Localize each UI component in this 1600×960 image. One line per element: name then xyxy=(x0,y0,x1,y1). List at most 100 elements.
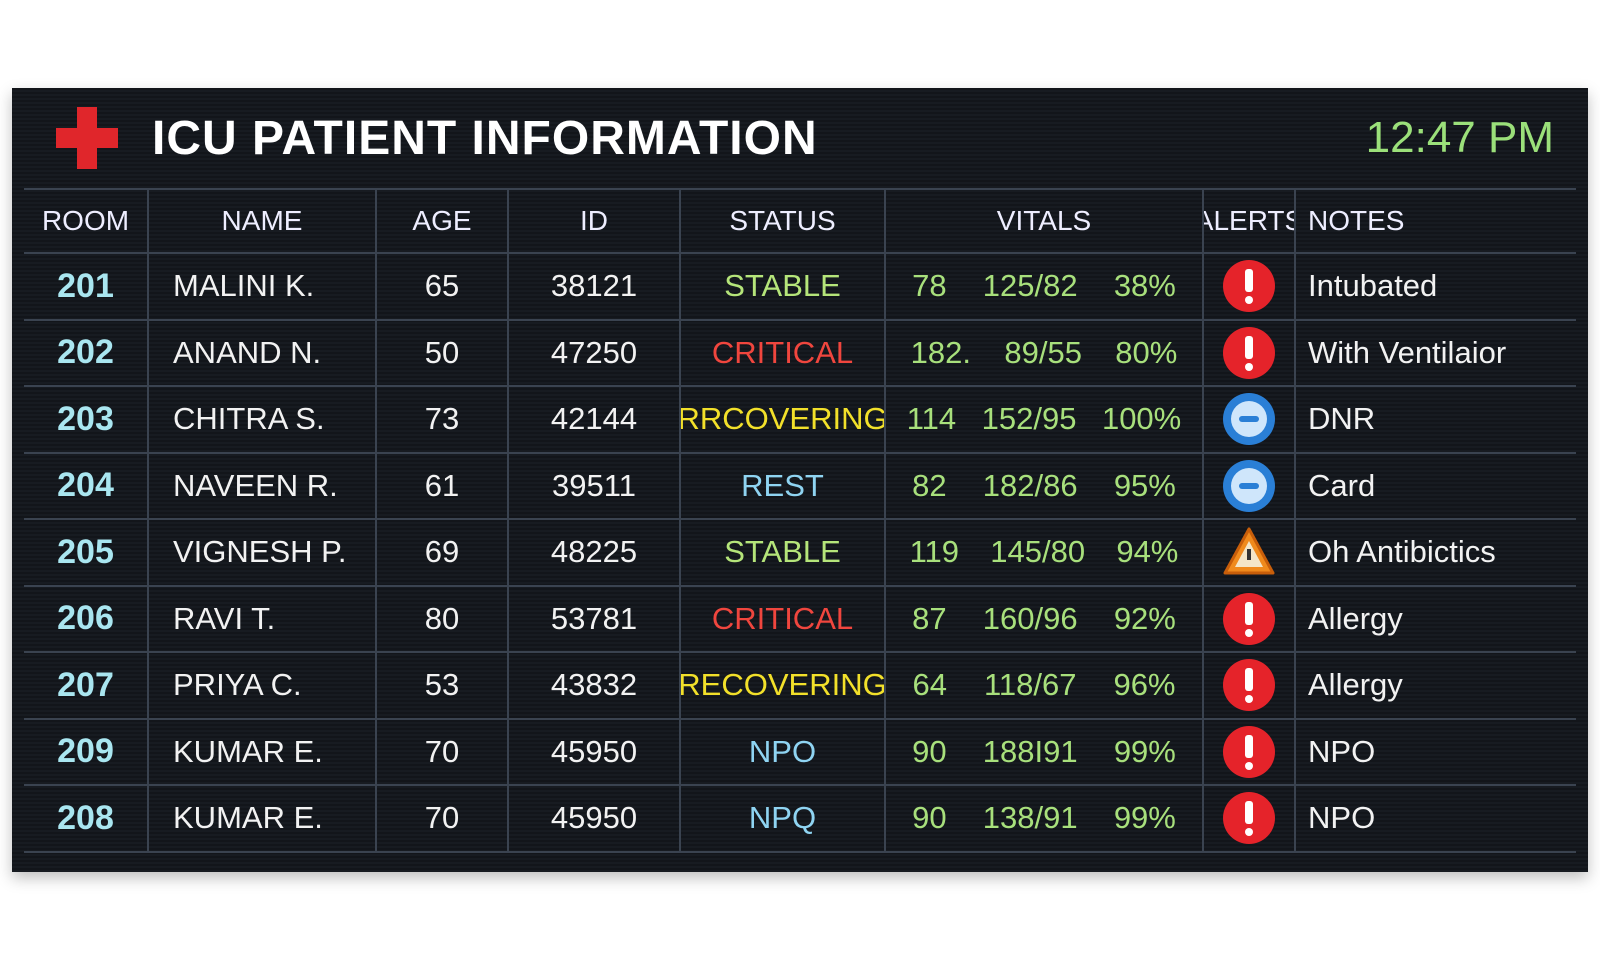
patient-id: 43832 xyxy=(509,653,681,718)
room: 203 xyxy=(24,387,149,452)
alert-icon xyxy=(1223,659,1275,712)
status: RRCOVERING xyxy=(681,387,886,452)
alert xyxy=(1204,719,1296,784)
header: ICU PATIENT INFORMATION 12:47 PM xyxy=(24,88,1576,190)
column-header: ALERTS xyxy=(1204,190,1296,252)
room: 202 xyxy=(24,320,149,385)
notes: With Ventilaior xyxy=(1308,334,1507,370)
vitals: 78 125/82 38% xyxy=(886,254,1204,319)
column-header: VITALS xyxy=(886,190,1204,252)
age: 69 xyxy=(377,520,509,585)
notes: Intubated xyxy=(1308,268,1438,304)
vitals: 90 188I91 99% xyxy=(886,719,1204,784)
alert xyxy=(1204,387,1296,452)
vital: 182. xyxy=(910,334,972,370)
vital: 90 xyxy=(912,800,947,836)
vital: 89/55 xyxy=(1004,334,1082,370)
patient-name: KUMAR E. xyxy=(149,719,377,784)
alert xyxy=(1204,320,1296,385)
vital: 152/95 xyxy=(981,401,1077,437)
clock: 12:47 PM xyxy=(1365,113,1554,162)
vitals: 87 160/96 92% xyxy=(886,586,1204,651)
vital: 96% xyxy=(1113,667,1176,703)
patient-id: 45950 xyxy=(509,786,681,851)
alert-icon xyxy=(1223,725,1275,778)
vital: 119 xyxy=(909,534,960,570)
patient-id: 45950 xyxy=(509,719,681,784)
patient-id: 48225 xyxy=(509,520,681,585)
patient-row: 209 KUMAR E. 70 45950 NPO 90 188I91 99% NPO xyxy=(24,719,1576,786)
patient-name: ANAND N. xyxy=(149,320,377,385)
column-header: STATUS xyxy=(681,190,886,252)
vitals: 114 152/95 100% xyxy=(886,387,1204,452)
warning-icon xyxy=(1223,527,1275,575)
age: 50 xyxy=(377,320,509,385)
patient-id: 47250 xyxy=(509,320,681,385)
status: NPO xyxy=(681,719,886,784)
table-body: 201 MALINI K. 65 38121 STABLE 78 125/82 38% Intu… xyxy=(24,254,1576,853)
patient-name: RAVI T. xyxy=(149,586,377,651)
age: 80 xyxy=(377,586,509,651)
patient-row: 204 NAVEEN R. 61 39511 REST 82 182/86 95% Card xyxy=(24,453,1576,520)
patient-id: 42144 xyxy=(509,387,681,452)
patient-id: 38121 xyxy=(509,254,681,319)
alert xyxy=(1204,520,1296,585)
status: CRITICAL xyxy=(681,320,886,385)
age: 61 xyxy=(377,453,509,518)
status: STABLE xyxy=(681,520,886,585)
age: 65 xyxy=(377,254,509,319)
notes: Allergy xyxy=(1308,600,1403,636)
title: ICU PATIENT INFORMATION xyxy=(152,111,818,165)
notes: Allergy xyxy=(1308,667,1403,703)
status: NPQ xyxy=(681,786,886,851)
room: 205 xyxy=(24,520,149,585)
age: 73 xyxy=(377,387,509,452)
alert xyxy=(1204,453,1296,518)
age: 70 xyxy=(377,786,509,851)
alert-icon xyxy=(1223,792,1275,845)
vital: 114 xyxy=(906,401,957,437)
vitals: 119 145/80 94% xyxy=(886,520,1204,585)
age: 53 xyxy=(377,653,509,718)
vital: 99% xyxy=(1113,800,1176,836)
alert xyxy=(1204,653,1296,718)
alert-icon xyxy=(1223,326,1275,379)
vital: 78 xyxy=(912,268,947,304)
notes: NPO xyxy=(1308,800,1376,836)
vital: 125/82 xyxy=(982,268,1078,304)
vital: 82 xyxy=(912,467,947,503)
room: 201 xyxy=(24,254,149,319)
vital: 160/96 xyxy=(982,600,1078,636)
alert xyxy=(1204,254,1296,319)
notes: NPO xyxy=(1308,733,1376,769)
vital: 118/67 xyxy=(983,667,1077,703)
alert-icon xyxy=(1223,260,1275,313)
vitals: 90 138/91 99% xyxy=(886,786,1204,851)
status: STABLE xyxy=(681,254,886,319)
notes: DNR xyxy=(1308,401,1376,437)
patient-row: 207 PRIYA C. 53 43832 RECOVERING 64 118/67 96% A… xyxy=(24,653,1576,720)
vital: 92% xyxy=(1113,600,1176,636)
room: 206 xyxy=(24,586,149,651)
status: REST xyxy=(681,453,886,518)
vital: 90 xyxy=(912,733,947,769)
column-header: ROOM xyxy=(24,190,149,252)
patient-name: CHITRA S. xyxy=(149,387,377,452)
vital: 138/91 xyxy=(982,800,1078,836)
vital: 80% xyxy=(1115,334,1178,370)
vitals: 64 118/67 96% xyxy=(886,653,1204,718)
patient-name: NAVEEN R. xyxy=(149,453,377,518)
status: RECOVERING xyxy=(681,653,886,718)
room: 207 xyxy=(24,653,149,718)
column-header: NOTES xyxy=(1308,205,1405,236)
patient-name: KUMAR E. xyxy=(149,786,377,851)
patient-row: 201 MALINI K. 65 38121 STABLE 78 125/82 38% Intu… xyxy=(24,254,1576,321)
vital: 64 xyxy=(912,667,947,703)
patient-row: 202 ANAND N. 50 47250 CRITICAL 182. 89/55 80% Wi… xyxy=(24,320,1576,387)
vital: 182/86 xyxy=(982,467,1078,503)
info-icon xyxy=(1223,393,1275,446)
column-header: ID xyxy=(509,190,681,252)
room: 204 xyxy=(24,453,149,518)
patient-row: 208 KUMAR E. 70 45950 NPQ 90 138/91 99% NPO xyxy=(24,786,1576,853)
alert xyxy=(1204,586,1296,651)
